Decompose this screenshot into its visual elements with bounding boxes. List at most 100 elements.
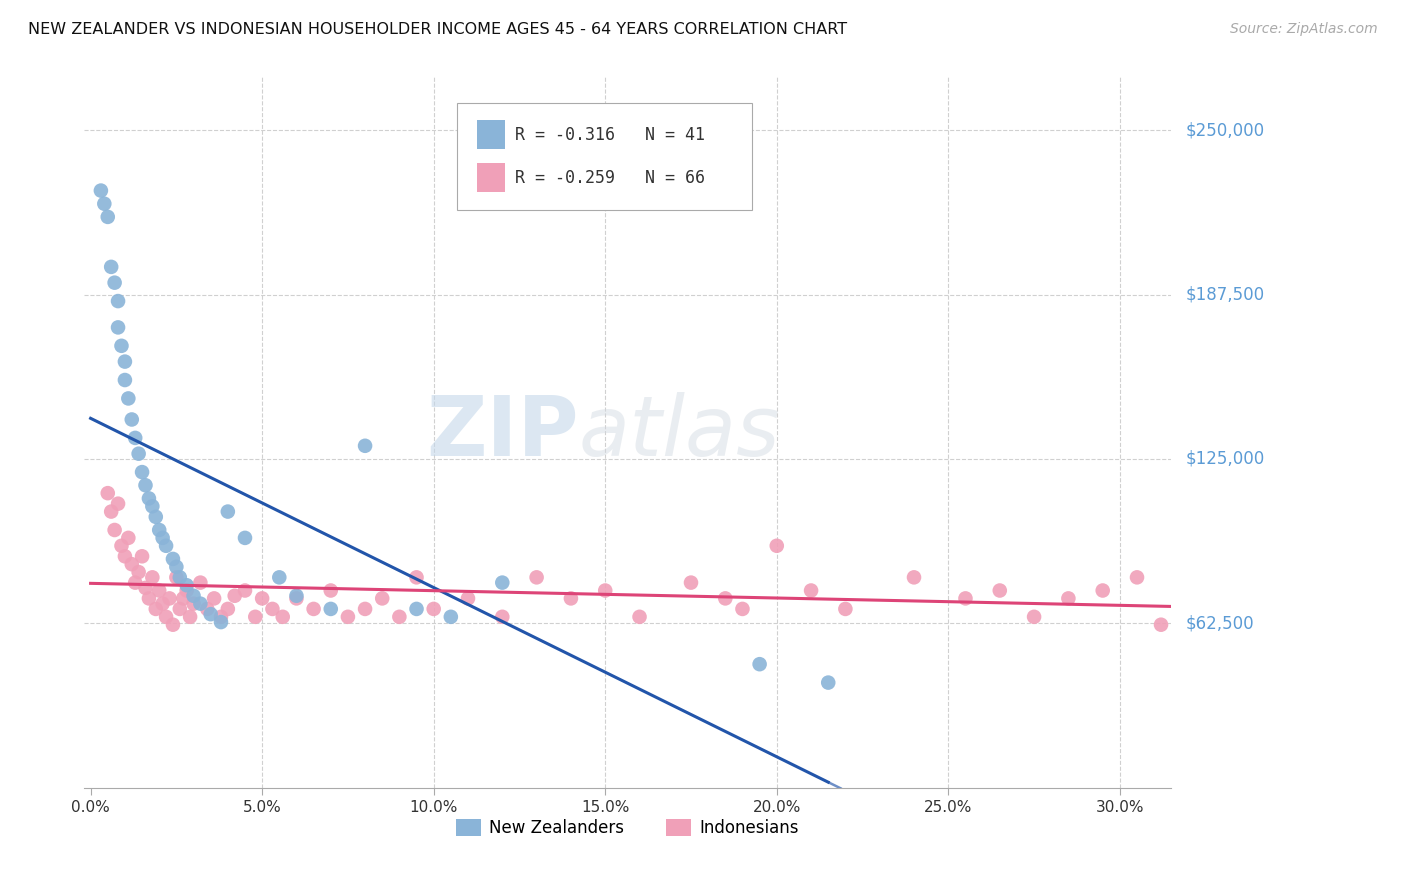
Point (134, 581, 156, 595)
Point (405, 602, 427, 616)
Point (217, 505, 239, 519)
Point (371, 591, 394, 606)
Point (131, 465, 153, 479)
Point (169, 570, 191, 584)
Point (1091, 583, 1114, 598)
Point (107, 294, 129, 309)
Point (491, 609, 513, 624)
Point (628, 609, 651, 624)
Point (217, 602, 239, 616)
Point (560, 591, 582, 606)
Point (422, 602, 444, 616)
Point (165, 570, 187, 584)
Point (128, 565, 150, 579)
Point (97, 486, 120, 500)
Text: NEW ZEALANDER VS INDONESIAN HOUSEHOLDER INCOME AGES 45 - 64 YEARS CORRELATION CH: NEW ZEALANDER VS INDONESIAN HOUSEHOLDER … (28, 22, 848, 37)
Point (165, 559, 187, 574)
Point (141, 570, 163, 584)
Point (354, 602, 377, 616)
Point (457, 591, 479, 606)
Point (224, 589, 246, 603)
Point (114, 549, 136, 564)
Point (145, 602, 167, 616)
Point (285, 589, 308, 603)
Point (117, 531, 139, 545)
Point (107, 320, 129, 334)
Text: $125,000: $125,000 (1185, 450, 1264, 468)
Point (714, 591, 737, 606)
Point (195, 602, 218, 616)
Point (176, 578, 198, 592)
Point (190, 597, 212, 611)
Point (100, 260, 122, 274)
Point (834, 602, 856, 616)
Point (593, 583, 616, 598)
Text: $250,000: $250,000 (1185, 121, 1264, 139)
Point (104, 523, 127, 537)
Point (152, 531, 174, 545)
Point (200, 607, 222, 622)
Point (526, 570, 548, 584)
Point (319, 583, 342, 598)
Point (190, 575, 212, 590)
Point (202, 591, 225, 606)
Point (138, 491, 160, 506)
Point (110, 339, 132, 353)
Point (233, 583, 256, 598)
Text: ZIP: ZIP (426, 392, 579, 473)
Point (162, 552, 184, 566)
Point (104, 276, 127, 290)
Point (209, 609, 232, 624)
Point (110, 539, 132, 553)
Point (107, 497, 129, 511)
Point (209, 615, 232, 629)
Point (97, 210, 120, 224)
Text: $187,500: $187,500 (1185, 285, 1264, 303)
Point (269, 570, 291, 584)
Point (903, 570, 925, 584)
Point (765, 539, 787, 553)
Point (679, 575, 702, 590)
Point (1150, 617, 1173, 632)
Point (388, 609, 411, 624)
Point (121, 412, 143, 426)
Point (100, 505, 122, 519)
Point (128, 447, 150, 461)
Point (1057, 591, 1080, 606)
Point (354, 439, 377, 453)
Point (271, 609, 294, 624)
Point (179, 609, 201, 624)
Point (148, 523, 170, 537)
Point (731, 602, 754, 616)
Point (285, 591, 308, 606)
Point (748, 657, 770, 672)
Point (336, 609, 359, 624)
Text: R = -0.259   N = 66: R = -0.259 N = 66 (515, 169, 704, 186)
Text: atlas: atlas (579, 392, 780, 473)
Point (124, 575, 146, 590)
Text: Source: ZipAtlas.com: Source: ZipAtlas.com (1230, 22, 1378, 37)
Point (159, 591, 181, 606)
Point (176, 583, 198, 598)
Point (183, 597, 205, 611)
Point (988, 583, 1011, 598)
Point (114, 354, 136, 368)
Point (955, 591, 977, 606)
Point (90, 184, 112, 198)
Point (319, 602, 342, 616)
Point (1022, 609, 1045, 624)
Point (800, 583, 823, 598)
Point (302, 602, 325, 616)
Point (169, 602, 191, 616)
Point (250, 591, 273, 606)
Point (405, 570, 427, 584)
Point (117, 392, 139, 406)
Point (155, 539, 177, 553)
Point (245, 609, 267, 624)
Point (162, 617, 184, 632)
Point (124, 431, 146, 445)
Point (114, 373, 136, 387)
Point (262, 602, 284, 616)
Text: $62,500: $62,500 (1185, 615, 1254, 632)
Legend: New Zealanders, Indonesians: New Zealanders, Indonesians (450, 812, 806, 844)
